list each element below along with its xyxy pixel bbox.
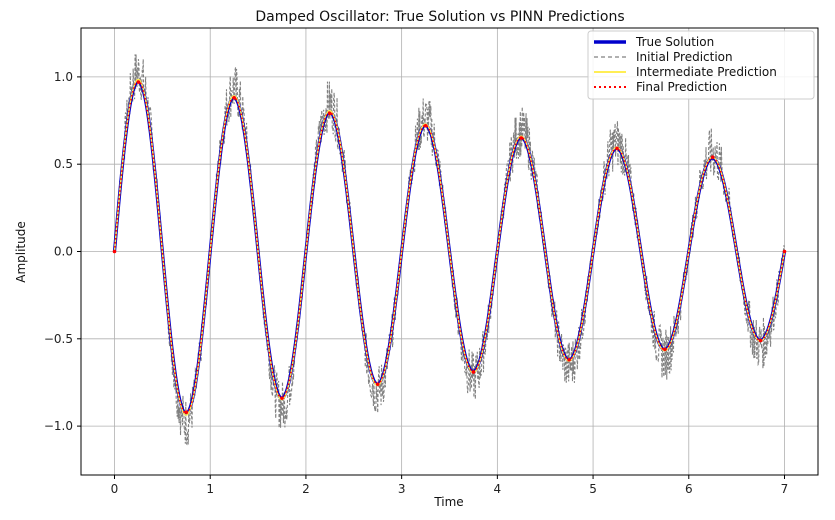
data-point <box>567 357 571 362</box>
data-point <box>782 249 787 254</box>
legend-label-initial-prediction: Initial Prediction <box>636 50 733 64</box>
data-point <box>663 347 667 352</box>
legend: True Solution Initial Prediction Interme… <box>587 30 815 100</box>
x-tick-label: 0 <box>111 482 119 496</box>
x-tick-label: 1 <box>206 482 214 496</box>
plot-series <box>112 54 787 446</box>
x-tick-label: 5 <box>589 482 597 496</box>
x-tick-label: 2 <box>302 482 310 496</box>
y-axis-label: Amplitude <box>14 221 28 283</box>
legend-label-intermediate-prediction: Intermediate Prediction <box>636 65 777 79</box>
data-point <box>615 146 619 151</box>
x-tick-label: 4 <box>494 482 502 496</box>
y-tick-label: 0.5 <box>54 157 73 171</box>
data-point <box>758 338 763 343</box>
data-point <box>710 155 715 160</box>
data-point <box>232 96 236 100</box>
x-tick-label: 7 <box>781 482 789 496</box>
legend-label-final-prediction: Final Prediction <box>636 80 727 94</box>
y-tick-label: 0.0 <box>54 245 73 259</box>
data-point <box>519 136 524 140</box>
legend-label-true-solution: True Solution <box>635 35 714 49</box>
series-final-prediction <box>113 80 786 415</box>
y-tick-label: −0.5 <box>44 332 73 346</box>
data-point <box>328 111 332 116</box>
x-tick-label: 3 <box>398 482 406 496</box>
chart-title: Damped Oscillator: True Solution vs PINN… <box>255 9 624 25</box>
data-point <box>280 396 284 400</box>
data-point <box>112 249 117 254</box>
data-point <box>184 410 189 414</box>
data-point <box>471 370 476 374</box>
data-point <box>375 382 380 387</box>
data-point <box>423 123 428 128</box>
data-point <box>136 80 141 84</box>
y-tick-label: 1.0 <box>54 70 73 84</box>
legend-box <box>587 30 815 100</box>
x-axis-label: Time <box>433 495 463 509</box>
y-tick-label: −1.0 <box>44 419 73 433</box>
axis-ticks: 0 1 2 3 4 5 6 7 −1.0 −0.5 0.0 0.5 1.0 <box>44 70 788 496</box>
x-tick-label: 6 <box>685 482 693 496</box>
